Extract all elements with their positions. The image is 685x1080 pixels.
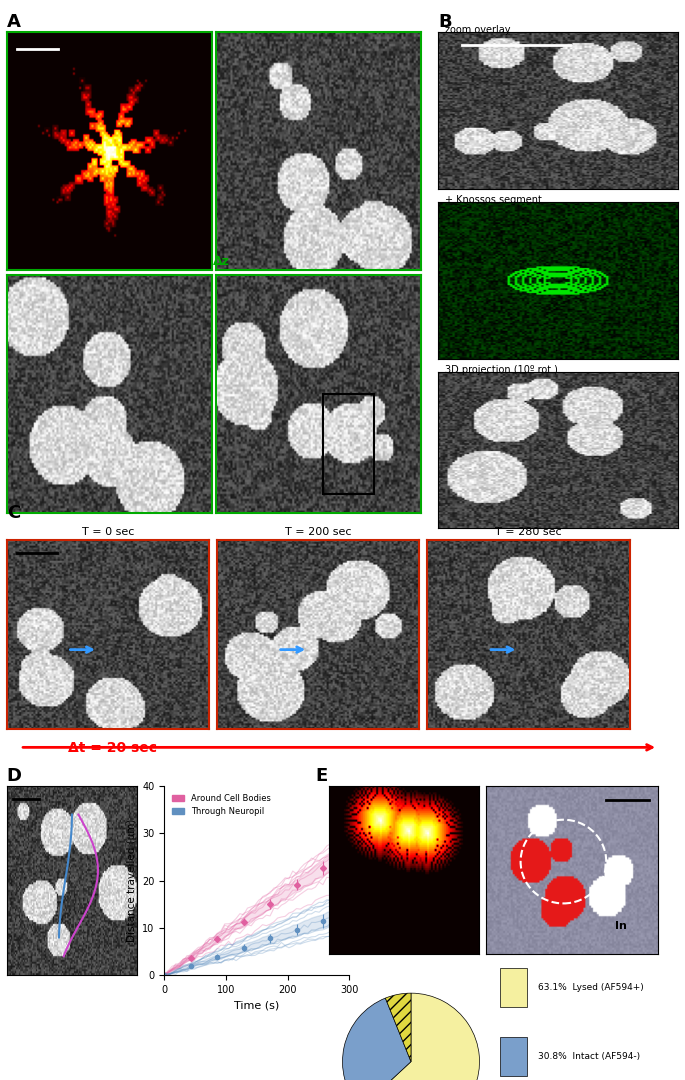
- Text: Δt = 20 sec: Δt = 20 sec: [68, 742, 158, 755]
- Text: + Knossos segment: + Knossos segment: [445, 195, 542, 205]
- Text: p < 0.0001: p < 0.0001: [351, 835, 402, 843]
- Legend: Around Cell Bodies, Through Neuropil: Around Cell Bodies, Through Neuropil: [169, 791, 274, 820]
- Y-axis label: Distance travelled (μm): Distance travelled (μm): [127, 819, 137, 943]
- Bar: [500, 1037, 527, 1076]
- Text: A: A: [7, 13, 21, 31]
- Text: T = 200 sec: T = 200 sec: [285, 527, 351, 537]
- Bar: [323, 394, 374, 494]
- Wedge shape: [361, 994, 479, 1080]
- Text: 63.1%  Lysed (AF594+): 63.1% Lysed (AF594+): [538, 983, 644, 991]
- Text: 30.8%  Intact (AF594-): 30.8% Intact (AF594-): [538, 1052, 640, 1061]
- Wedge shape: [342, 998, 411, 1080]
- Text: D: D: [7, 767, 22, 785]
- Text: In: In: [615, 920, 627, 931]
- Text: B: B: [438, 13, 452, 31]
- Wedge shape: [386, 994, 411, 1062]
- Text: Δz: Δz: [212, 255, 229, 269]
- Text: T = 0 sec: T = 0 sec: [82, 527, 134, 537]
- Text: T = 280 sec: T = 280 sec: [495, 527, 562, 537]
- Text: zoom overlay: zoom overlay: [445, 26, 511, 36]
- Text: C: C: [7, 504, 20, 523]
- X-axis label: Time (s): Time (s): [234, 1000, 279, 1011]
- Text: 3D projection (10º rot.): 3D projection (10º rot.): [445, 365, 558, 375]
- Bar: [500, 968, 527, 1007]
- Text: E: E: [315, 767, 327, 785]
